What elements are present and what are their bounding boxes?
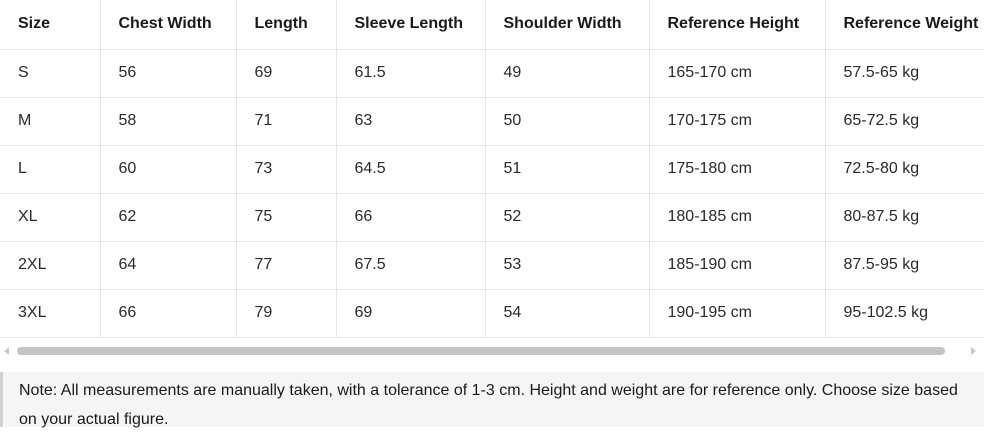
table-header-row: Size Chest Width Length Sleeve Length Sh… — [0, 0, 984, 50]
header-size: Size — [0, 0, 101, 50]
cell-chest-width: 56 — [100, 49, 237, 98]
scroll-right-arrow-icon[interactable] — [971, 347, 976, 355]
cell-size: S — [0, 49, 101, 98]
cell-reference-height: 190-195 cm — [649, 289, 826, 338]
table-row: L 60 73 64.5 51 175-180 cm 72.5-80 kg — [0, 145, 984, 194]
cell-chest-width: 58 — [100, 97, 237, 146]
cell-sleeve-length: 63 — [336, 97, 486, 146]
cell-reference-height: 180-185 cm — [649, 193, 826, 242]
cell-reference-height: 165-170 cm — [649, 49, 826, 98]
cell-shoulder-width: 53 — [485, 241, 650, 290]
horizontal-scrollbar[interactable] — [0, 343, 984, 359]
cell-chest-width: 60 — [100, 145, 237, 194]
table-row: S 56 69 61.5 49 165-170 cm 57.5-65 kg — [0, 49, 984, 98]
header-length: Length — [236, 0, 337, 50]
size-chart-table-container: Size Chest Width Length Sleeve Length Sh… — [0, 0, 984, 338]
cell-shoulder-width: 51 — [485, 145, 650, 194]
size-chart-table: Size Chest Width Length Sleeve Length Sh… — [0, 0, 984, 338]
measurement-note-text: Note: All measurements are manually take… — [19, 382, 958, 428]
cell-reference-height: 170-175 cm — [649, 97, 826, 146]
cell-chest-width: 66 — [100, 289, 237, 338]
table-row: 2XL 64 77 67.5 53 185-190 cm 87.5-95 kg — [0, 241, 984, 290]
header-reference-height: Reference Height — [649, 0, 826, 50]
cell-reference-weight: 57.5-65 kg — [825, 49, 984, 98]
table-row: M 58 71 63 50 170-175 cm 65-72.5 kg — [0, 97, 984, 146]
table-row: XL 62 75 66 52 180-185 cm 80-87.5 kg — [0, 193, 984, 242]
cell-size: 3XL — [0, 289, 101, 338]
cell-reference-height: 175-180 cm — [649, 145, 826, 194]
cell-size: 2XL — [0, 241, 101, 290]
cell-length: 75 — [236, 193, 337, 242]
cell-length: 71 — [236, 97, 337, 146]
cell-length: 73 — [236, 145, 337, 194]
cell-reference-weight: 65-72.5 kg — [825, 97, 984, 146]
scroll-left-arrow-icon[interactable] — [4, 347, 9, 355]
cell-reference-height: 185-190 cm — [649, 241, 826, 290]
measurement-note: Note: All measurements are manually take… — [0, 372, 984, 428]
cell-chest-width: 64 — [100, 241, 237, 290]
cell-shoulder-width: 49 — [485, 49, 650, 98]
cell-length: 77 — [236, 241, 337, 290]
cell-sleeve-length: 61.5 — [336, 49, 486, 98]
table-row: 3XL 66 79 69 54 190-195 cm 95-102.5 kg — [0, 289, 984, 338]
header-sleeve-length: Sleeve Length — [336, 0, 486, 50]
header-shoulder-width: Shoulder Width — [485, 0, 650, 50]
cell-reference-weight: 87.5-95 kg — [825, 241, 984, 290]
cell-reference-weight: 80-87.5 kg — [825, 193, 984, 242]
cell-size: XL — [0, 193, 101, 242]
header-chest-width: Chest Width — [100, 0, 237, 50]
cell-length: 79 — [236, 289, 337, 338]
cell-size: M — [0, 97, 101, 146]
scrollbar-thumb[interactable] — [17, 347, 945, 355]
cell-reference-weight: 95-102.5 kg — [825, 289, 984, 338]
cell-shoulder-width: 54 — [485, 289, 650, 338]
cell-length: 69 — [236, 49, 337, 98]
cell-sleeve-length: 66 — [336, 193, 486, 242]
header-reference-weight: Reference Weight — [825, 0, 984, 50]
cell-sleeve-length: 64.5 — [336, 145, 486, 194]
cell-shoulder-width: 50 — [485, 97, 650, 146]
cell-size: L — [0, 145, 101, 194]
cell-chest-width: 62 — [100, 193, 237, 242]
cell-reference-weight: 72.5-80 kg — [825, 145, 984, 194]
cell-shoulder-width: 52 — [485, 193, 650, 242]
cell-sleeve-length: 69 — [336, 289, 486, 338]
cell-sleeve-length: 67.5 — [336, 241, 486, 290]
